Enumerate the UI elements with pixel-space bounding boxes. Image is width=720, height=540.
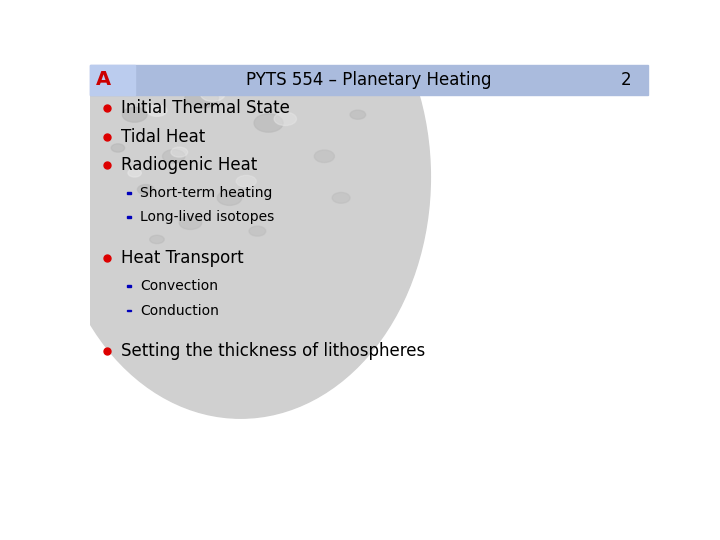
Bar: [127, 192, 131, 194]
Text: Short-term heating: Short-term heating: [140, 186, 273, 200]
Ellipse shape: [200, 86, 225, 102]
Bar: [127, 217, 131, 218]
Bar: [127, 309, 131, 312]
Ellipse shape: [236, 176, 256, 187]
Ellipse shape: [217, 191, 242, 205]
Text: Initial Thermal State: Initial Thermal State: [121, 99, 289, 118]
Text: Setting the thickness of lithospheres: Setting the thickness of lithospheres: [121, 342, 425, 360]
Ellipse shape: [292, 79, 312, 92]
Text: Long-lived isotopes: Long-lived isotopes: [140, 211, 274, 225]
Ellipse shape: [274, 112, 297, 125]
Bar: [127, 286, 131, 287]
Bar: [90, 65, 135, 94]
Text: Radiogenic Heat: Radiogenic Heat: [121, 156, 257, 174]
Ellipse shape: [254, 114, 283, 132]
Text: Heat Transport: Heat Transport: [121, 249, 243, 267]
Ellipse shape: [111, 144, 125, 152]
Text: Tidal Heat: Tidal Heat: [121, 128, 205, 146]
Ellipse shape: [249, 226, 266, 236]
Ellipse shape: [122, 107, 147, 122]
Ellipse shape: [332, 192, 350, 203]
Ellipse shape: [163, 150, 185, 163]
Text: Convection: Convection: [140, 279, 218, 293]
Ellipse shape: [138, 185, 154, 194]
Ellipse shape: [51, 0, 431, 418]
Ellipse shape: [147, 105, 167, 116]
Text: PYTS 554 – Planetary Heating: PYTS 554 – Planetary Heating: [246, 71, 492, 89]
Ellipse shape: [179, 216, 202, 229]
Ellipse shape: [128, 168, 141, 177]
Ellipse shape: [150, 235, 164, 244]
Text: A: A: [96, 70, 112, 89]
Ellipse shape: [171, 147, 188, 157]
Bar: [90, 65, 648, 94]
Ellipse shape: [350, 110, 366, 119]
Ellipse shape: [315, 150, 334, 163]
Ellipse shape: [185, 88, 218, 108]
Text: Conduction: Conduction: [140, 303, 219, 318]
Text: 2: 2: [621, 71, 631, 89]
